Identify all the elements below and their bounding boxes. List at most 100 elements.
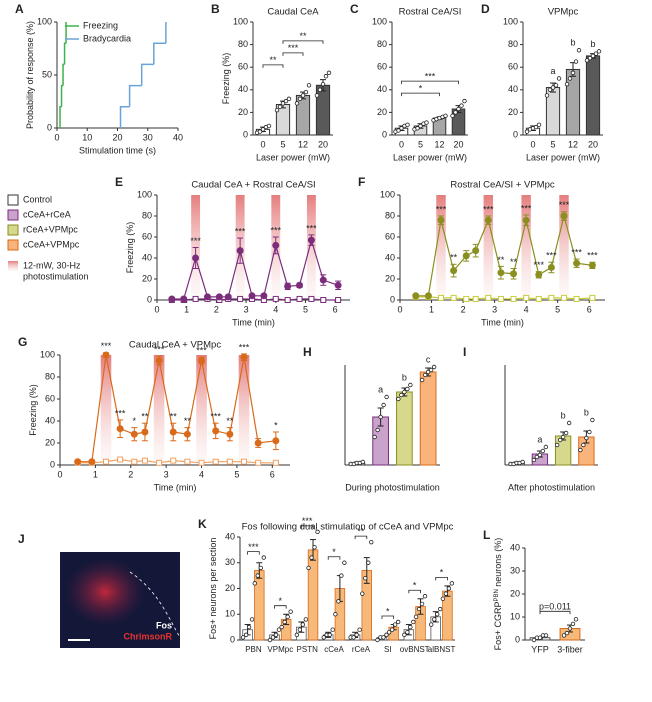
data-point bbox=[372, 434, 377, 440]
x-tick-label: 0 bbox=[54, 132, 59, 142]
y-tick-label: 100 bbox=[503, 16, 518, 26]
x-tick-label: 5 bbox=[303, 304, 308, 314]
x-tick-label: 5 bbox=[555, 304, 560, 314]
y-tick-label: 40 bbox=[45, 415, 55, 425]
x-tick-label: 4 bbox=[273, 304, 278, 314]
marker bbox=[548, 294, 555, 301]
stim-band bbox=[559, 195, 569, 296]
data-point bbox=[396, 396, 401, 402]
x-tick-label: 0 bbox=[397, 304, 402, 314]
panel-letter: B bbox=[211, 2, 220, 16]
bar bbox=[307, 549, 319, 641]
data-point bbox=[243, 632, 249, 638]
data-point bbox=[570, 70, 576, 76]
data-point bbox=[573, 59, 579, 64]
data-point bbox=[384, 632, 389, 638]
data-point bbox=[282, 619, 287, 625]
panel-letter: J bbox=[18, 532, 25, 546]
data-point bbox=[524, 129, 530, 134]
marker bbox=[141, 457, 148, 464]
bar bbox=[315, 84, 331, 136]
bracket bbox=[274, 605, 287, 609]
data-point bbox=[306, 565, 311, 571]
bracket bbox=[381, 615, 395, 619]
y-tick-label: 60 bbox=[142, 231, 152, 241]
data-point bbox=[536, 122, 542, 128]
data-point bbox=[392, 622, 398, 627]
x-tick-label: 0 bbox=[57, 469, 62, 479]
data-point bbox=[543, 633, 549, 638]
stim-band bbox=[191, 195, 201, 296]
marker bbox=[156, 459, 163, 466]
marker bbox=[130, 430, 138, 438]
x-tick-label: 2 bbox=[461, 304, 466, 314]
marker bbox=[497, 295, 504, 302]
data-point bbox=[453, 110, 458, 115]
x-tick-label: 20 bbox=[112, 132, 122, 142]
data-point bbox=[260, 127, 266, 132]
marker bbox=[184, 458, 191, 465]
significance-label: * bbox=[133, 416, 137, 426]
marker bbox=[180, 295, 188, 303]
stim-band bbox=[196, 355, 207, 461]
panel-title: Caudal CeA + Rostral CeA/SI bbox=[191, 180, 315, 191]
marker bbox=[241, 458, 247, 465]
bar bbox=[585, 55, 601, 136]
y-tick-label: 100 bbox=[372, 16, 387, 26]
bar bbox=[254, 570, 265, 641]
data-point bbox=[363, 576, 368, 581]
data-point bbox=[581, 442, 586, 448]
data-point bbox=[520, 459, 525, 465]
y-tick-label: 80 bbox=[238, 39, 248, 49]
data-point bbox=[405, 630, 410, 635]
significance-label: *** bbox=[101, 341, 112, 351]
group-letter: c bbox=[426, 354, 431, 364]
data-point bbox=[405, 386, 410, 392]
y-tick-label: 40 bbox=[510, 542, 520, 552]
data-point bbox=[384, 394, 389, 400]
bracket bbox=[282, 40, 324, 44]
x-tick-label: 3 bbox=[164, 469, 169, 479]
data-point bbox=[327, 632, 332, 638]
data-point bbox=[255, 573, 260, 578]
data-point bbox=[544, 93, 550, 98]
significance-label: ** bbox=[450, 253, 458, 263]
significance-label: *** bbox=[154, 344, 165, 354]
x-tick-label: 1 bbox=[184, 304, 189, 314]
x-tick-label: PSTN bbox=[297, 645, 319, 654]
marker bbox=[510, 295, 517, 302]
data-point bbox=[556, 76, 562, 81]
data-point bbox=[587, 429, 592, 435]
panel-title: Rostral CeA/SI + VPMpc bbox=[450, 180, 555, 191]
significance-label: * bbox=[419, 83, 423, 93]
data-point bbox=[280, 101, 286, 106]
data-point bbox=[360, 459, 366, 465]
group-letter: b bbox=[570, 38, 575, 48]
marker bbox=[260, 292, 268, 300]
y-tick-label: 0 bbox=[47, 122, 52, 132]
data-point bbox=[429, 622, 434, 627]
significance-label: ** bbox=[497, 255, 505, 265]
significance-label: ** bbox=[226, 416, 234, 426]
y-axis-label: Freezing (%) bbox=[125, 222, 135, 274]
data-point bbox=[303, 89, 309, 95]
y-axis-label: Freezing (%) bbox=[28, 384, 38, 436]
y-tick-label: 30 bbox=[510, 565, 520, 575]
data-point bbox=[381, 635, 386, 640]
y-tick-label: 40 bbox=[225, 531, 235, 541]
marker bbox=[192, 295, 199, 302]
marker bbox=[535, 271, 543, 279]
x-tick-label: 0 bbox=[399, 139, 404, 149]
y-tick-label: 20 bbox=[225, 583, 235, 593]
data-point bbox=[321, 635, 326, 640]
data-point bbox=[399, 126, 404, 131]
significance-label: ** bbox=[299, 31, 307, 41]
y-axis-label: Freezing (%) bbox=[221, 53, 231, 105]
data-point bbox=[342, 560, 347, 565]
x-tick-label: 4 bbox=[524, 304, 529, 314]
legend-swatch bbox=[7, 239, 19, 251]
y-tick-label: 60 bbox=[508, 62, 518, 72]
data-point bbox=[587, 55, 593, 61]
data-point bbox=[554, 442, 560, 448]
